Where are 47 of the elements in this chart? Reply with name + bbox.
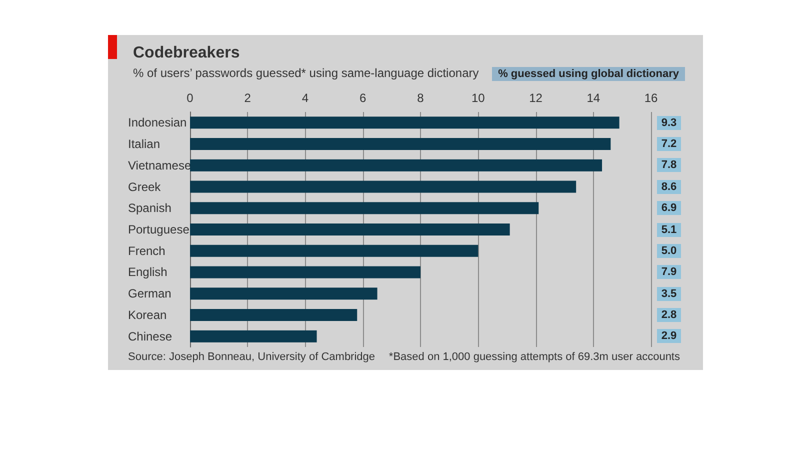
x-tick-label: 16 <box>644 91 658 105</box>
x-tick-label: 4 <box>302 91 309 105</box>
text: 8.6 <box>661 180 677 193</box>
bar <box>190 330 317 342</box>
bar <box>190 180 576 193</box>
text: 9.3 <box>661 116 677 129</box>
x-tick-label: 2 <box>244 91 252 105</box>
text: 5.1 <box>661 224 677 236</box>
bar <box>190 308 358 321</box>
text: 3.5 <box>661 288 677 300</box>
y-tick-label: Greek <box>128 180 162 194</box>
bar <box>190 224 510 236</box>
y-tick-label: Korean <box>128 308 167 322</box>
y-tick-label: Indonesian <box>128 116 187 130</box>
text: 7.9 <box>661 266 677 278</box>
x-tick-label: 0 <box>186 91 194 105</box>
bar <box>190 244 478 257</box>
text: *Based on 1,000 guessing attempts of 69.3m user accounts <box>388 351 680 363</box>
y-tick-label: Portuguese <box>128 222 190 236</box>
y-tick-label: French <box>128 244 166 258</box>
text: 7.2 <box>661 138 677 150</box>
bar <box>190 159 602 172</box>
x-tick-label: 6 <box>360 91 367 105</box>
y-tick-label: German <box>128 286 172 301</box>
text: % guessed using global dictionary <box>492 67 685 81</box>
y-tick-label: English <box>128 265 168 280</box>
text: 2.8 <box>661 308 677 321</box>
bar <box>190 266 420 278</box>
x-tick-label: 8 <box>417 91 424 105</box>
y-tick-label: Chinese <box>128 329 172 344</box>
source-note: Source: Joseph Bonneau, University of Cambridge <box>128 351 376 363</box>
bar <box>190 116 620 129</box>
bar <box>190 138 611 150</box>
y-tick-label: Spanish <box>128 201 172 216</box>
y-tick-label: Vietnamese <box>128 158 192 172</box>
text: 2.9 <box>661 330 677 342</box>
chart-title: Codebreakers <box>133 44 240 62</box>
y-tick-label: Italian <box>128 137 160 152</box>
x-tick-label: 10 <box>471 91 486 105</box>
chart-subtitle: % of users’ passwords guessed* using same-language dictionary <box>133 66 479 80</box>
bar <box>190 288 378 300</box>
text: 6.9 <box>661 202 677 214</box>
text: 7.8 <box>661 159 677 172</box>
text: 5.0 <box>661 244 677 257</box>
x-tick-label: 12 <box>529 91 543 105</box>
bar <box>190 202 539 214</box>
x-tick-label: 14 <box>586 91 600 105</box>
